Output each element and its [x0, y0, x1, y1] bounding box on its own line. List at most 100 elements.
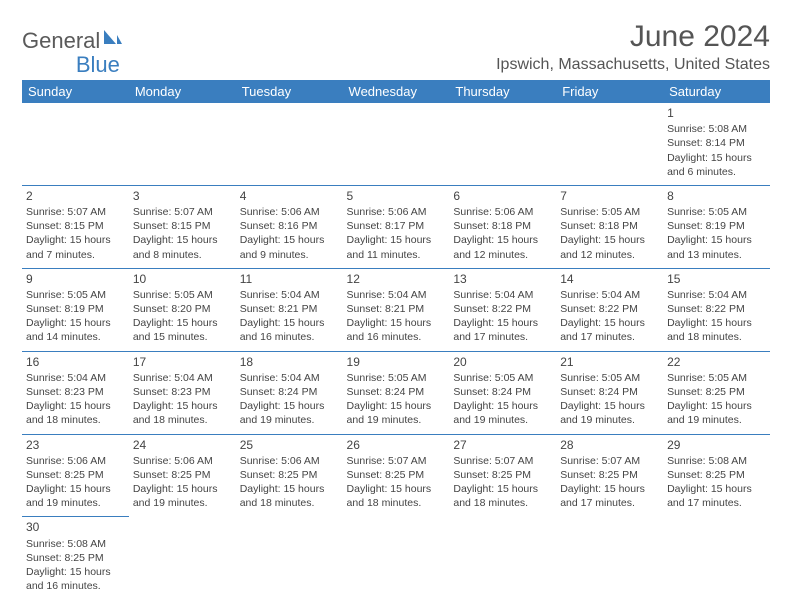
calendar-cell: 21Sunrise: 5:05 AMSunset: 8:24 PMDayligh…: [556, 351, 663, 434]
calendar-cell: 29Sunrise: 5:08 AMSunset: 8:25 PMDayligh…: [663, 434, 770, 517]
daylight-text: Daylight: 15 hours and 11 minutes.: [347, 233, 446, 261]
sunrise-text: Sunrise: 5:04 AM: [560, 288, 659, 302]
sunset-text: Sunset: 8:22 PM: [453, 302, 552, 316]
calendar-cell: 12Sunrise: 5:04 AMSunset: 8:21 PMDayligh…: [343, 268, 450, 351]
day-number: 2: [26, 188, 125, 204]
calendar-cell: 27Sunrise: 5:07 AMSunset: 8:25 PMDayligh…: [449, 434, 556, 517]
calendar-cell: 4Sunrise: 5:06 AMSunset: 8:16 PMDaylight…: [236, 185, 343, 268]
sunset-text: Sunset: 8:25 PM: [347, 468, 446, 482]
day-number: 4: [240, 188, 339, 204]
calendar-cell: [449, 517, 556, 599]
sunset-text: Sunset: 8:25 PM: [560, 468, 659, 482]
day-number: 8: [667, 188, 766, 204]
calendar-cell: 7Sunrise: 5:05 AMSunset: 8:18 PMDaylight…: [556, 185, 663, 268]
daylight-text: Daylight: 15 hours and 17 minutes.: [560, 316, 659, 344]
day-number: 12: [347, 271, 446, 287]
day-number: 24: [133, 437, 232, 453]
sunset-text: Sunset: 8:20 PM: [133, 302, 232, 316]
sunset-text: Sunset: 8:16 PM: [240, 219, 339, 233]
calendar-cell: 30Sunrise: 5:08 AMSunset: 8:25 PMDayligh…: [22, 517, 129, 599]
logo-line2: GeneBlue: [22, 44, 120, 78]
calendar-body: 1Sunrise: 5:08 AMSunset: 8:14 PMDaylight…: [22, 103, 770, 599]
sunrise-text: Sunrise: 5:07 AM: [453, 454, 552, 468]
sunrise-text: Sunrise: 5:04 AM: [453, 288, 552, 302]
day-number: 17: [133, 354, 232, 370]
sunset-text: Sunset: 8:15 PM: [26, 219, 125, 233]
location-text: Ipswich, Massachusetts, United States: [496, 56, 770, 74]
daylight-text: Daylight: 15 hours and 12 minutes.: [453, 233, 552, 261]
sunset-text: Sunset: 8:15 PM: [133, 219, 232, 233]
day-number: 9: [26, 271, 125, 287]
sunset-text: Sunset: 8:24 PM: [347, 385, 446, 399]
weekday-header: Sunday: [22, 80, 129, 103]
calendar-cell: 16Sunrise: 5:04 AMSunset: 8:23 PMDayligh…: [22, 351, 129, 434]
calendar-cell: [449, 103, 556, 185]
daylight-text: Daylight: 15 hours and 17 minutes.: [453, 316, 552, 344]
sunrise-text: Sunrise: 5:04 AM: [26, 371, 125, 385]
daylight-text: Daylight: 15 hours and 19 minutes.: [560, 399, 659, 427]
daylight-text: Daylight: 15 hours and 19 minutes.: [667, 399, 766, 427]
weekday-header: Tuesday: [236, 80, 343, 103]
sunrise-text: Sunrise: 5:04 AM: [667, 288, 766, 302]
day-number: 20: [453, 354, 552, 370]
daylight-text: Daylight: 15 hours and 17 minutes.: [560, 482, 659, 510]
sunrise-text: Sunrise: 5:05 AM: [26, 288, 125, 302]
calendar-cell: 14Sunrise: 5:04 AMSunset: 8:22 PMDayligh…: [556, 268, 663, 351]
day-number: 16: [26, 354, 125, 370]
sunset-text: Sunset: 8:25 PM: [26, 551, 125, 565]
calendar-cell: 10Sunrise: 5:05 AMSunset: 8:20 PMDayligh…: [129, 268, 236, 351]
sunrise-text: Sunrise: 5:05 AM: [453, 371, 552, 385]
sunrise-text: Sunrise: 5:05 AM: [133, 288, 232, 302]
daylight-text: Daylight: 15 hours and 15 minutes.: [133, 316, 232, 344]
day-number: 27: [453, 437, 552, 453]
weekday-header: Friday: [556, 80, 663, 103]
sunrise-text: Sunrise: 5:05 AM: [560, 371, 659, 385]
daylight-text: Daylight: 15 hours and 18 minutes.: [240, 482, 339, 510]
calendar-cell: 24Sunrise: 5:06 AMSunset: 8:25 PMDayligh…: [129, 434, 236, 517]
calendar-cell: [343, 517, 450, 599]
day-number: 29: [667, 437, 766, 453]
day-number: 23: [26, 437, 125, 453]
daylight-text: Daylight: 15 hours and 16 minutes.: [240, 316, 339, 344]
sunrise-text: Sunrise: 5:07 AM: [560, 454, 659, 468]
sunset-text: Sunset: 8:18 PM: [560, 219, 659, 233]
day-number: 19: [347, 354, 446, 370]
logo-text-2: Blue: [76, 52, 120, 78]
day-number: 7: [560, 188, 659, 204]
day-number: 22: [667, 354, 766, 370]
calendar-cell: 26Sunrise: 5:07 AMSunset: 8:25 PMDayligh…: [343, 434, 450, 517]
calendar-cell: 3Sunrise: 5:07 AMSunset: 8:15 PMDaylight…: [129, 185, 236, 268]
day-number: 6: [453, 188, 552, 204]
day-number: 25: [240, 437, 339, 453]
sunrise-text: Sunrise: 5:06 AM: [347, 205, 446, 219]
calendar-cell: [663, 517, 770, 599]
sunrise-text: Sunrise: 5:06 AM: [133, 454, 232, 468]
daylight-text: Daylight: 15 hours and 13 minutes.: [667, 233, 766, 261]
day-number: 28: [560, 437, 659, 453]
sunset-text: Sunset: 8:14 PM: [667, 136, 766, 150]
title-block: June 2024 Ipswich, Massachusetts, United…: [496, 20, 770, 74]
sunset-text: Sunset: 8:25 PM: [240, 468, 339, 482]
sunset-text: Sunset: 8:21 PM: [347, 302, 446, 316]
daylight-text: Daylight: 15 hours and 14 minutes.: [26, 316, 125, 344]
sunrise-text: Sunrise: 5:07 AM: [347, 454, 446, 468]
calendar-cell: 22Sunrise: 5:05 AMSunset: 8:25 PMDayligh…: [663, 351, 770, 434]
sunrise-text: Sunrise: 5:08 AM: [667, 454, 766, 468]
calendar-cell: [22, 103, 129, 185]
sunrise-text: Sunrise: 5:04 AM: [133, 371, 232, 385]
day-number: 15: [667, 271, 766, 287]
daylight-text: Daylight: 15 hours and 6 minutes.: [667, 151, 766, 179]
sunrise-text: Sunrise: 5:04 AM: [347, 288, 446, 302]
sunset-text: Sunset: 8:24 PM: [453, 385, 552, 399]
calendar-cell: [129, 103, 236, 185]
header: General June 2024 Ipswich, Massachusetts…: [22, 20, 770, 74]
daylight-text: Daylight: 15 hours and 16 minutes.: [26, 565, 125, 593]
calendar-cell: 6Sunrise: 5:06 AMSunset: 8:18 PMDaylight…: [449, 185, 556, 268]
daylight-text: Daylight: 15 hours and 8 minutes.: [133, 233, 232, 261]
weekday-header: Thursday: [449, 80, 556, 103]
calendar-header-row: SundayMondayTuesdayWednesdayThursdayFrid…: [22, 80, 770, 103]
daylight-text: Daylight: 15 hours and 18 minutes.: [667, 316, 766, 344]
calendar-cell: 25Sunrise: 5:06 AMSunset: 8:25 PMDayligh…: [236, 434, 343, 517]
calendar-cell: 28Sunrise: 5:07 AMSunset: 8:25 PMDayligh…: [556, 434, 663, 517]
daylight-text: Daylight: 15 hours and 18 minutes.: [133, 399, 232, 427]
